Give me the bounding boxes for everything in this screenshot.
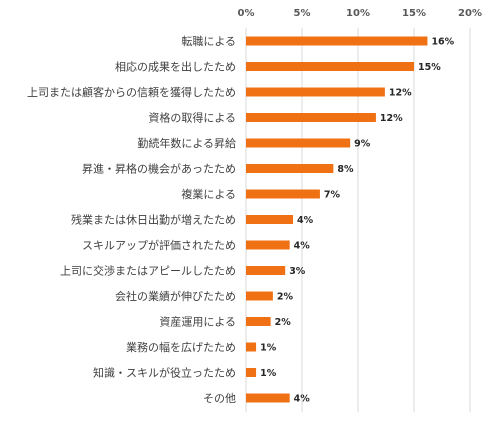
- bar: [246, 138, 351, 148]
- category-labels: 転職による相応の成果を出したため上司または顧客からの信頼を獲得したため資格の取得…: [27, 35, 236, 405]
- category-label: 相応の成果を出したため: [115, 60, 236, 74]
- x-tick-label: 5%: [294, 8, 311, 19]
- category-label: 昇進・昇格の機会があったため: [82, 162, 236, 176]
- category-label: 業務の幅を広げたため: [126, 340, 236, 354]
- x-tick-label: 15%: [402, 8, 426, 19]
- category-label: 転職による: [181, 35, 236, 48]
- data-label: 2%: [275, 317, 292, 328]
- category-label: 残業または休日出勤が増えたため: [71, 213, 236, 227]
- bar: [246, 62, 414, 71]
- bar: [246, 215, 294, 224]
- bar: [246, 291, 273, 301]
- data-label: 2%: [277, 292, 294, 303]
- data-label: 7%: [324, 190, 341, 201]
- data-label: 4%: [297, 215, 314, 226]
- category-label: 知識・スキルが役立ったため: [93, 366, 236, 380]
- x-tick-label: 10%: [346, 8, 370, 19]
- bar: [246, 393, 290, 403]
- category-label: 複業による: [181, 187, 236, 201]
- x-axis-ticks: 0% 5% 10% 15% 20%: [238, 8, 482, 19]
- category-label: 勤続年数による昇給: [137, 136, 236, 150]
- bar: [246, 368, 257, 377]
- category-label: スキルアップが評価されたため: [82, 238, 236, 252]
- bar: [246, 87, 385, 97]
- bar: [246, 189, 320, 199]
- data-label: 3%: [289, 266, 306, 277]
- data-label: 1%: [260, 343, 277, 354]
- bar: [246, 342, 257, 352]
- x-tick-label: 20%: [458, 8, 482, 19]
- data-label: 4%: [294, 394, 311, 405]
- category-label: 上司に交渉またはアピールしたため: [60, 264, 236, 278]
- bar: [246, 164, 334, 173]
- data-label: 4%: [294, 241, 311, 252]
- bar: [246, 113, 376, 122]
- data-label: 8%: [337, 164, 354, 175]
- category-label: 資格の取得による: [148, 111, 236, 125]
- category-label: 会社の業績が伸びたため: [115, 289, 236, 303]
- data-label: 12%: [389, 88, 412, 99]
- data-label: 12%: [380, 113, 403, 124]
- category-label: その他: [203, 392, 236, 405]
- bar: [246, 240, 290, 250]
- data-label: 9%: [354, 139, 371, 150]
- bar: [246, 317, 271, 326]
- category-label: 資産運用による: [159, 316, 236, 329]
- data-label: 16%: [431, 37, 454, 48]
- category-label: 上司または顧客からの信頼を獲得したため: [27, 85, 236, 99]
- data-label: 1%: [260, 368, 277, 379]
- data-labels: 16% 15% 12% 12% 9% 8% 7% 4% 4% 3% 2% 2% 1% 1% 4%: [260, 37, 455, 405]
- data-label: 15%: [418, 62, 441, 73]
- bar: [246, 36, 428, 46]
- bars: [246, 36, 428, 403]
- x-tick-label: 0%: [238, 8, 255, 19]
- bar: [246, 266, 286, 275]
